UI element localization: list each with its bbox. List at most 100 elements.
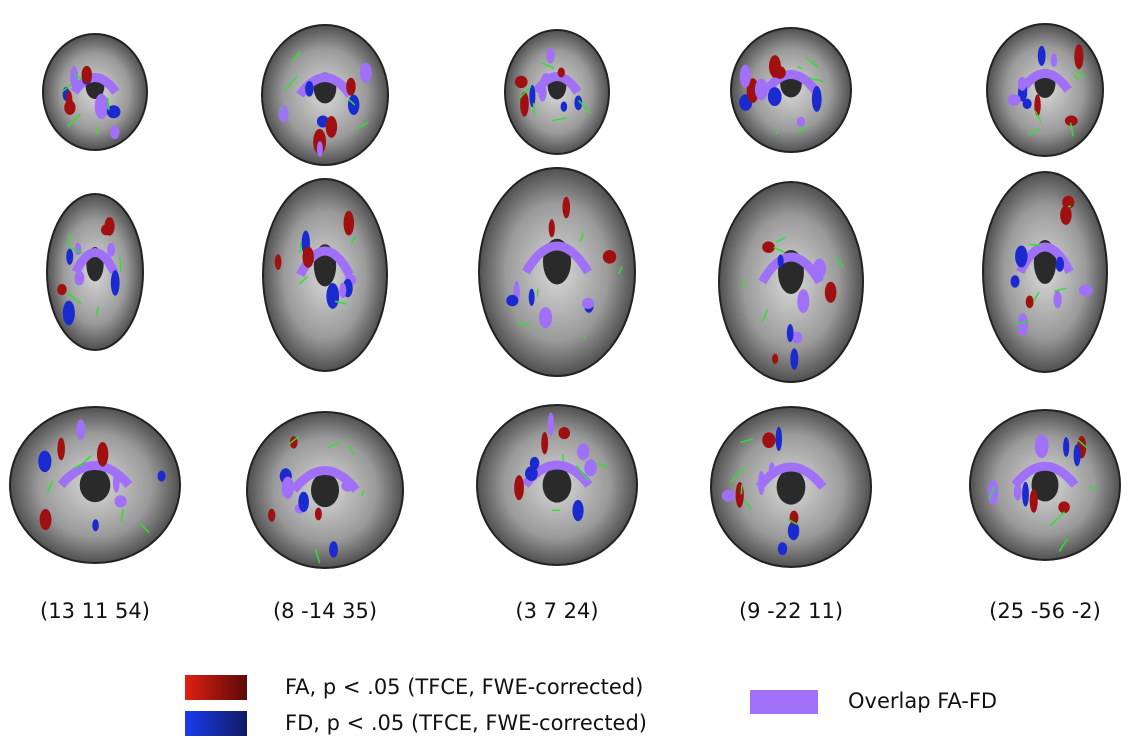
- legend-label: Overlap FA-FD: [848, 689, 997, 713]
- cluster: [787, 324, 794, 342]
- cluster: [317, 141, 323, 157]
- cluster: [514, 475, 524, 500]
- cluster: [762, 432, 775, 448]
- coordinate-label: (25 -56 -2): [989, 599, 1101, 623]
- ventricle: [543, 467, 572, 502]
- cluster: [736, 482, 744, 508]
- cluster: [74, 271, 84, 286]
- cluster: [1035, 434, 1049, 458]
- cluster: [812, 86, 822, 112]
- cluster: [778, 542, 788, 555]
- cluster: [1079, 284, 1093, 296]
- cluster: [577, 444, 589, 461]
- cluster: [755, 79, 768, 101]
- cluster: [82, 66, 92, 84]
- cluster: [769, 462, 775, 475]
- skeleton: [537, 289, 538, 297]
- cluster: [341, 480, 354, 491]
- coordinate-label: (8 -14 35): [273, 599, 377, 623]
- cluster: [530, 457, 540, 470]
- cluster: [1051, 54, 1058, 67]
- legend-swatch-fa: [185, 675, 247, 700]
- cluster: [57, 438, 65, 461]
- ventricle: [777, 469, 806, 504]
- cluster: [758, 471, 765, 495]
- cluster: [762, 241, 775, 253]
- cluster: [305, 81, 314, 97]
- cluster: [541, 73, 550, 85]
- cluster: [561, 101, 568, 111]
- legend-label: FA, p < .05 (TFCE, FWE-corrected): [285, 675, 643, 699]
- cluster: [101, 224, 111, 235]
- cluster: [1011, 275, 1020, 287]
- cluster: [40, 509, 52, 530]
- cluster: [76, 419, 85, 440]
- cluster: [1038, 46, 1046, 66]
- cluster: [529, 85, 535, 107]
- cluster: [329, 541, 338, 557]
- cluster: [541, 432, 548, 454]
- page: (13 11 54) (8 -14 35) (3 7 24) (9 -22 11…: [0, 0, 1148, 740]
- cluster: [114, 495, 126, 507]
- cluster: [740, 65, 751, 88]
- cluster: [57, 284, 67, 295]
- cluster: [1007, 94, 1020, 106]
- cluster: [722, 490, 735, 502]
- cluster: [825, 282, 837, 303]
- cluster: [279, 105, 289, 122]
- cluster: [538, 84, 546, 102]
- cluster: [548, 413, 554, 436]
- cluster: [63, 301, 75, 326]
- cluster: [95, 94, 109, 120]
- cluster: [1060, 205, 1071, 225]
- cluster: [111, 270, 120, 296]
- cluster: [546, 48, 554, 64]
- cluster: [813, 259, 826, 280]
- cluster: [75, 243, 82, 255]
- cluster: [1034, 94, 1040, 116]
- cluster: [298, 492, 309, 512]
- cluster: [768, 87, 782, 106]
- cluster: [1026, 296, 1034, 309]
- cluster: [110, 125, 120, 139]
- cluster: [790, 348, 798, 370]
- cluster: [776, 427, 782, 451]
- cluster: [797, 117, 806, 127]
- figure: (13 11 54) (8 -14 35) (3 7 24) (9 -22 11…: [0, 0, 1148, 740]
- cluster: [539, 307, 552, 328]
- cluster: [1074, 44, 1083, 69]
- cluster: [529, 289, 535, 306]
- cluster: [92, 519, 99, 531]
- cluster: [1023, 99, 1032, 110]
- cluster: [107, 243, 115, 257]
- cluster: [275, 254, 282, 270]
- cluster: [584, 459, 597, 476]
- cluster: [562, 197, 570, 219]
- legend-label: FD, p < .05 (TFCE, FWE-corrected): [285, 711, 647, 735]
- cluster: [66, 249, 73, 265]
- coordinate-label: (13 11 54): [40, 599, 150, 623]
- skeleton: [280, 108, 283, 109]
- skeleton: [563, 455, 564, 461]
- cluster: [1018, 77, 1027, 91]
- ventricle: [80, 468, 111, 502]
- cluster: [772, 354, 778, 364]
- cluster: [97, 442, 108, 467]
- cluster: [1030, 489, 1038, 513]
- cluster: [344, 211, 355, 236]
- cluster: [558, 427, 570, 439]
- cluster: [326, 116, 337, 138]
- coordinate-label: (9 -22 11): [739, 599, 843, 623]
- cluster: [157, 471, 165, 482]
- cluster: [1074, 444, 1081, 466]
- legend-swatch-fd: [185, 711, 247, 736]
- legend-swatch-overlap: [750, 690, 818, 714]
- skeleton: [1029, 244, 1041, 245]
- cluster: [1056, 257, 1065, 272]
- cluster: [1022, 482, 1029, 507]
- ventricle: [311, 473, 339, 507]
- brain-slices: [10, 24, 1120, 568]
- cluster: [339, 283, 346, 298]
- cluster: [1054, 291, 1062, 309]
- cluster: [64, 100, 75, 114]
